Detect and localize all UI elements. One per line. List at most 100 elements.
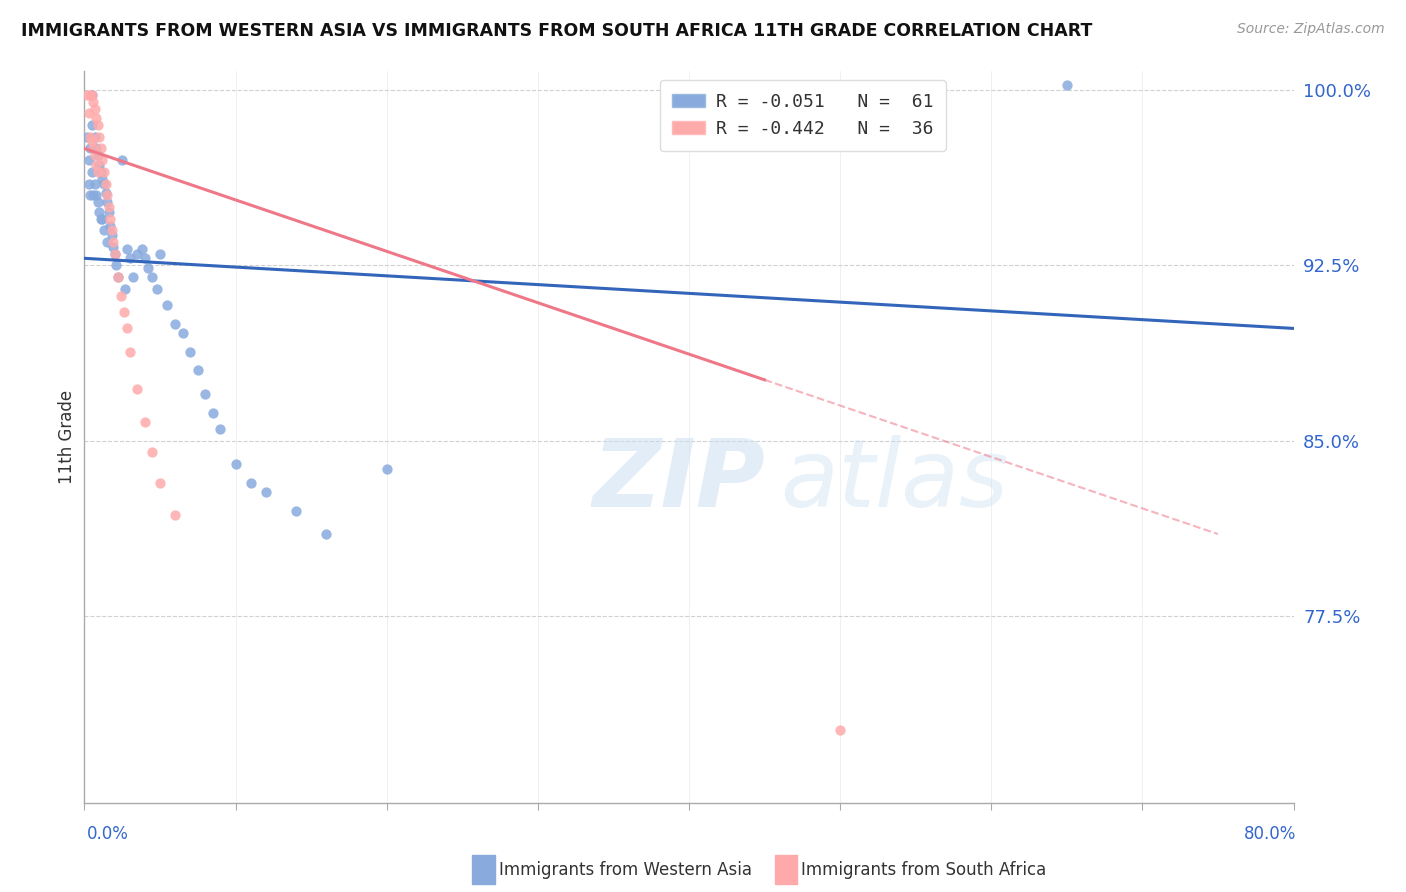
Point xyxy=(118,252,141,266)
Point xyxy=(89,129,111,144)
Point xyxy=(80,118,103,132)
Point xyxy=(97,200,120,214)
Point xyxy=(87,195,110,210)
Point xyxy=(149,475,172,490)
Point xyxy=(118,344,141,359)
Point xyxy=(90,211,112,226)
Point xyxy=(96,195,118,210)
Point xyxy=(98,211,121,226)
Point xyxy=(110,289,132,303)
Point xyxy=(93,223,115,237)
Point xyxy=(111,153,134,168)
Point xyxy=(179,344,201,359)
Point xyxy=(80,87,103,102)
Point xyxy=(101,235,124,249)
Point xyxy=(127,382,149,396)
Point xyxy=(76,129,98,144)
Point xyxy=(107,270,129,285)
Point xyxy=(146,282,169,296)
Point xyxy=(104,246,127,260)
Point xyxy=(375,461,398,475)
Point xyxy=(315,527,337,541)
Text: Immigrants from Western Asia: Immigrants from Western Asia xyxy=(499,861,752,879)
Point xyxy=(115,321,138,335)
Point xyxy=(91,172,114,186)
Point xyxy=(134,252,156,266)
Text: 0.0%: 0.0% xyxy=(87,825,129,843)
Point xyxy=(80,135,103,149)
Text: IMMIGRANTS FROM WESTERN ASIA VS IMMIGRANTS FROM SOUTH AFRICA 11TH GRADE CORRELAT: IMMIGRANTS FROM WESTERN ASIA VS IMMIGRAN… xyxy=(21,22,1092,40)
Point xyxy=(90,165,112,179)
Point xyxy=(84,102,107,116)
Point xyxy=(105,258,128,272)
Point xyxy=(100,227,122,242)
Point xyxy=(94,177,117,191)
Point xyxy=(77,153,100,168)
Point xyxy=(89,158,111,172)
Point xyxy=(1056,78,1078,93)
Point xyxy=(254,485,277,500)
Point xyxy=(284,504,308,518)
Point xyxy=(115,242,138,256)
Point xyxy=(187,363,209,377)
Point xyxy=(121,270,143,285)
Text: 80.0%: 80.0% xyxy=(1244,825,1296,843)
Point xyxy=(80,165,103,179)
Point xyxy=(79,141,101,155)
Point xyxy=(830,723,852,738)
Point xyxy=(96,188,118,202)
Point xyxy=(225,457,247,471)
Point xyxy=(149,246,172,260)
Point xyxy=(172,326,194,340)
Point xyxy=(97,204,120,219)
Point xyxy=(90,141,112,155)
Point xyxy=(87,148,110,162)
Point xyxy=(82,188,104,202)
Point xyxy=(87,118,110,132)
Point xyxy=(101,239,124,253)
Point xyxy=(127,246,149,260)
Text: Immigrants from South Africa: Immigrants from South Africa xyxy=(801,861,1046,879)
Point xyxy=(84,129,107,144)
Point xyxy=(239,475,262,490)
Point xyxy=(86,188,108,202)
Point xyxy=(98,219,121,233)
Point xyxy=(141,270,163,285)
Point xyxy=(82,141,104,155)
Point xyxy=(84,148,107,162)
Y-axis label: 11th Grade: 11th Grade xyxy=(58,390,76,484)
Point xyxy=(156,298,179,312)
Point xyxy=(77,177,100,191)
Point xyxy=(114,282,136,296)
Point xyxy=(94,186,117,200)
Point xyxy=(91,211,114,226)
Point xyxy=(80,87,103,102)
Point xyxy=(134,415,156,429)
Text: Source: ZipAtlas.com: Source: ZipAtlas.com xyxy=(1237,22,1385,37)
Point xyxy=(107,270,129,285)
Point xyxy=(91,153,114,168)
Point xyxy=(79,87,101,102)
Point xyxy=(82,141,104,155)
Point xyxy=(194,387,217,401)
Point xyxy=(201,405,224,419)
Point xyxy=(77,106,100,120)
Point xyxy=(141,445,163,459)
Legend: R = -0.051   N =  61, R = -0.442   N =  36: R = -0.051 N = 61, R = -0.442 N = 36 xyxy=(659,80,946,151)
Point xyxy=(104,246,127,260)
Point xyxy=(89,204,111,219)
Point xyxy=(79,129,101,144)
Point xyxy=(87,165,110,179)
Point xyxy=(112,305,135,319)
Point xyxy=(86,111,108,125)
Point xyxy=(76,87,98,102)
Point xyxy=(93,165,115,179)
Point xyxy=(93,177,115,191)
Text: ZIP: ZIP xyxy=(592,435,765,527)
Point xyxy=(136,260,159,275)
Point xyxy=(96,235,118,249)
Point xyxy=(163,508,186,523)
Point xyxy=(131,242,153,256)
Point xyxy=(82,95,104,109)
Text: atlas: atlas xyxy=(779,435,1008,526)
